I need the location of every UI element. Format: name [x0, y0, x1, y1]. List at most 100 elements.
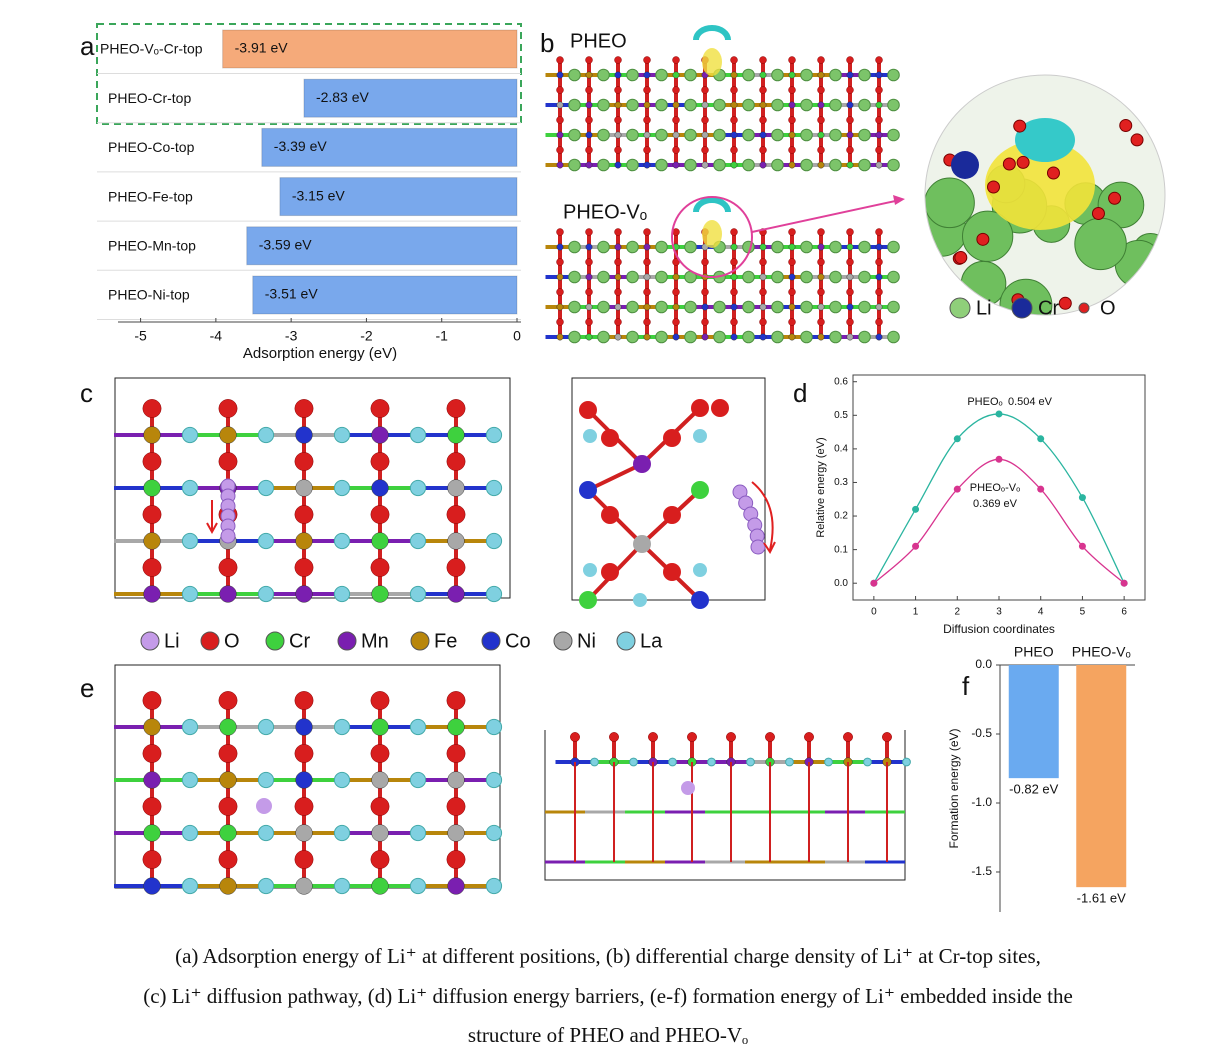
atom	[655, 300, 668, 314]
atom	[633, 455, 651, 473]
atom	[829, 330, 842, 344]
x-axis-label: Adsorption energy (eV)	[243, 345, 397, 362]
atom	[655, 330, 668, 344]
atom	[817, 273, 825, 281]
atom	[858, 98, 871, 112]
atom	[143, 426, 161, 444]
atom	[294, 399, 314, 418]
y-tick-label: 0.4	[834, 444, 848, 455]
atom	[846, 228, 854, 236]
y-tick-label: -1.0	[971, 795, 992, 809]
atom	[829, 98, 842, 112]
atom	[485, 718, 503, 736]
data-point	[912, 505, 920, 513]
atom	[181, 877, 199, 895]
atom	[951, 151, 979, 179]
atom	[976, 232, 990, 246]
atom	[800, 300, 813, 314]
atom	[295, 585, 313, 603]
atom	[370, 850, 390, 869]
bond	[587, 462, 643, 492]
atom	[257, 585, 275, 603]
arrow-head	[893, 195, 905, 205]
bar	[303, 78, 518, 118]
data-point	[1078, 494, 1086, 502]
atom	[846, 258, 854, 266]
y-tick-label: 0.3	[834, 477, 848, 488]
atom	[875, 258, 883, 266]
charge-density	[702, 220, 722, 248]
atom	[730, 273, 738, 281]
atom	[730, 288, 738, 296]
li-atom	[681, 781, 695, 795]
atom	[771, 128, 784, 142]
atom	[701, 131, 709, 139]
atom	[875, 161, 883, 169]
panel-label: e	[80, 673, 94, 703]
caption: (a) Adsorption energy of Li⁺ at differen…	[175, 944, 1041, 968]
atom	[759, 56, 767, 64]
atom	[643, 303, 651, 311]
atom	[713, 330, 726, 344]
atom	[846, 56, 854, 64]
atom	[817, 71, 825, 79]
atom	[181, 718, 199, 736]
atom	[585, 161, 593, 169]
legend-label: Co	[505, 630, 531, 652]
atom	[626, 128, 639, 142]
atom	[556, 273, 564, 281]
li-atom	[256, 798, 272, 814]
charge-density	[702, 48, 722, 76]
atom	[858, 68, 871, 82]
panel-label: c	[80, 378, 93, 408]
x-tick-label: 1	[913, 607, 919, 618]
atom	[409, 585, 427, 603]
atom	[759, 146, 767, 154]
atom	[691, 481, 709, 499]
x-tick-label: 0	[871, 607, 877, 618]
atom	[597, 68, 610, 82]
atom	[643, 131, 651, 139]
atom	[730, 303, 738, 311]
atom	[585, 318, 593, 326]
highlight-circle	[671, 196, 753, 278]
atom	[626, 270, 639, 284]
atom	[817, 333, 825, 341]
atom	[294, 505, 314, 524]
x-tick-label: -1	[435, 328, 448, 344]
atom	[663, 429, 681, 447]
atom	[601, 506, 619, 524]
atom	[672, 86, 680, 94]
atom	[817, 146, 825, 154]
atom	[759, 161, 767, 169]
atom	[597, 240, 610, 254]
atom	[643, 228, 651, 236]
y-axis-label: Formation energy (eV)	[947, 728, 961, 848]
atom	[142, 797, 162, 816]
atom	[585, 258, 593, 266]
atom	[672, 258, 680, 266]
atom	[875, 318, 883, 326]
caption: structure of PHEO and PHEO-Vₒ	[468, 1023, 748, 1047]
atom	[597, 128, 610, 142]
atom	[409, 824, 427, 842]
atom	[1058, 296, 1072, 310]
atom	[614, 131, 622, 139]
atom	[446, 399, 466, 418]
atom	[875, 101, 883, 109]
atom	[257, 426, 275, 444]
atom	[643, 161, 651, 169]
li-path	[750, 539, 766, 555]
atom	[788, 161, 796, 169]
atom	[371, 824, 389, 842]
atom	[817, 228, 825, 236]
atom	[219, 426, 237, 444]
atom	[219, 718, 237, 736]
atom	[614, 273, 622, 281]
data-point	[912, 542, 920, 550]
atom	[648, 732, 658, 742]
legend-marker	[553, 631, 573, 651]
atom	[218, 452, 238, 471]
atom	[643, 146, 651, 154]
